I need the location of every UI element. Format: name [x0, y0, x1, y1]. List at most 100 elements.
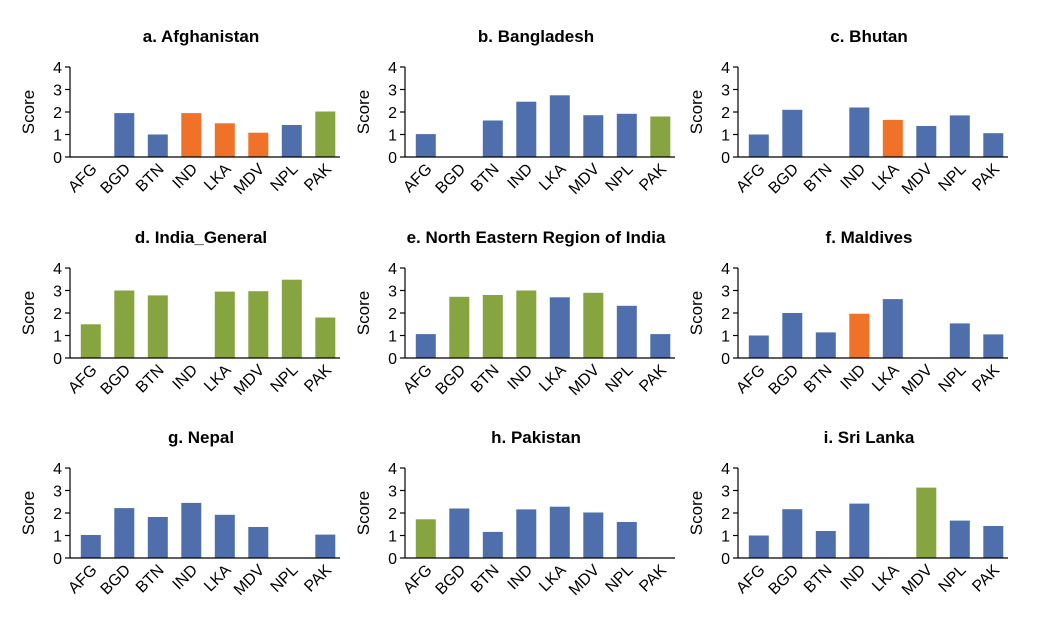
y-tick-label: 0 — [721, 551, 730, 568]
y-tick-label: 3 — [721, 484, 730, 501]
bar-npl — [949, 520, 970, 558]
bar-afg — [415, 519, 436, 558]
x-tick-label: PAK — [301, 161, 335, 195]
bar-bgd — [782, 109, 803, 158]
bar-pak — [983, 133, 1004, 157]
chart-title: b. Bangladesh — [478, 27, 594, 46]
y-tick-label: 1 — [721, 529, 730, 546]
bar-pak — [315, 317, 336, 358]
bar-npl — [281, 279, 302, 358]
x-tick-label: IND — [838, 562, 870, 594]
x-tick-label: IND — [170, 161, 202, 193]
bar-bgd — [114, 290, 135, 358]
x-tick-label: LKA — [201, 562, 235, 596]
x-tick-label: LKA — [536, 161, 570, 195]
y-tick-label: 4 — [721, 60, 730, 77]
bar-btn — [147, 517, 168, 558]
y-tick-label: 0 — [388, 351, 397, 368]
y-tick-label: 4 — [388, 461, 397, 478]
bar-pak — [315, 111, 336, 157]
x-tick-label: BTN — [468, 562, 503, 597]
bar-ind — [181, 113, 202, 157]
bar-btn — [815, 332, 836, 358]
y-tick-label: 0 — [721, 351, 730, 368]
bar-mdv — [583, 115, 604, 157]
y-axis-label: Score — [354, 291, 373, 335]
chart-title: f. Maldives — [826, 228, 913, 247]
x-tick-label: LKA — [869, 562, 903, 596]
bar-npl — [949, 323, 970, 358]
x-tick-label: NPL — [603, 161, 637, 195]
x-tick-label: NPL — [936, 362, 970, 396]
y-tick-label: 1 — [53, 329, 62, 346]
x-tick-label: IND — [170, 562, 202, 594]
x-tick-label: BGD — [433, 161, 470, 198]
x-tick-label: PAK — [636, 362, 670, 396]
bar-npl — [616, 305, 637, 358]
bar-mdv — [248, 132, 269, 157]
bar-mdv — [248, 291, 269, 358]
x-tick-label: MDV — [566, 362, 603, 399]
bar-bgd — [449, 508, 470, 558]
bar-bgd — [114, 508, 135, 558]
x-tick-label: BTN — [801, 362, 836, 397]
x-tick-label: NPL — [268, 161, 302, 195]
x-tick-label: AFG — [65, 362, 100, 397]
x-tick-label: BGD — [98, 161, 135, 198]
x-tick-label: MDV — [566, 161, 603, 198]
x-tick-label: LKA — [201, 161, 235, 195]
y-tick-label: 2 — [388, 105, 397, 122]
chart-title: d. India_General — [135, 228, 267, 247]
chart-panel: e. North Eastern Region of India 0 1 2 3 4 Sco… — [354, 228, 675, 399]
y-tick-label: 2 — [388, 506, 397, 523]
bar-ind — [849, 107, 870, 157]
bar-pak — [650, 334, 671, 358]
bar-npl — [616, 113, 637, 157]
y-tick-label: 0 — [53, 150, 62, 167]
bar-lka — [882, 299, 903, 358]
bar-lka — [882, 119, 903, 157]
x-tick-label: NPL — [936, 161, 970, 195]
bar-mdv — [916, 487, 937, 558]
y-axis-label: Score — [19, 90, 38, 134]
y-tick-label: 1 — [53, 128, 62, 145]
bar-pak — [983, 334, 1004, 358]
x-tick-label: NPL — [603, 562, 637, 596]
chart-title: g. Nepal — [168, 428, 234, 447]
bar-lka — [549, 506, 570, 558]
x-tick-label: PAK — [301, 562, 335, 596]
x-tick-label: AFG — [733, 362, 768, 397]
x-tick-label: AFG — [400, 161, 435, 196]
x-tick-label: BGD — [766, 362, 803, 399]
x-tick-label: AFG — [400, 562, 435, 597]
y-tick-label: 4 — [53, 461, 62, 478]
x-tick-label: PAK — [636, 562, 670, 596]
x-tick-label: BGD — [98, 562, 135, 599]
y-tick-label: 3 — [388, 484, 397, 501]
x-tick-label: MDV — [231, 362, 268, 399]
bar-btn — [482, 531, 503, 558]
y-tick-label: 2 — [53, 105, 62, 122]
y-tick-label: 0 — [721, 150, 730, 167]
x-tick-label: BTN — [468, 161, 503, 196]
x-tick-label: LKA — [869, 362, 903, 396]
bar-btn — [815, 531, 836, 558]
x-tick-label: BTN — [133, 362, 168, 397]
y-tick-label: 3 — [53, 284, 62, 301]
bar-ind — [849, 313, 870, 358]
x-tick-label: NPL — [268, 562, 302, 596]
x-tick-label: PAK — [969, 562, 1003, 596]
chart-title: i. Sri Lanka — [824, 428, 915, 447]
x-tick-label: LKA — [201, 362, 235, 396]
y-axis-label: Score — [687, 90, 706, 134]
bar-pak — [315, 534, 336, 558]
bar-afg — [748, 535, 769, 558]
y-tick-label: 3 — [721, 83, 730, 100]
bar-bgd — [782, 509, 803, 558]
x-tick-label: LKA — [536, 562, 570, 596]
chart-title: h. Pakistan — [491, 428, 581, 447]
y-tick-label: 2 — [53, 306, 62, 323]
